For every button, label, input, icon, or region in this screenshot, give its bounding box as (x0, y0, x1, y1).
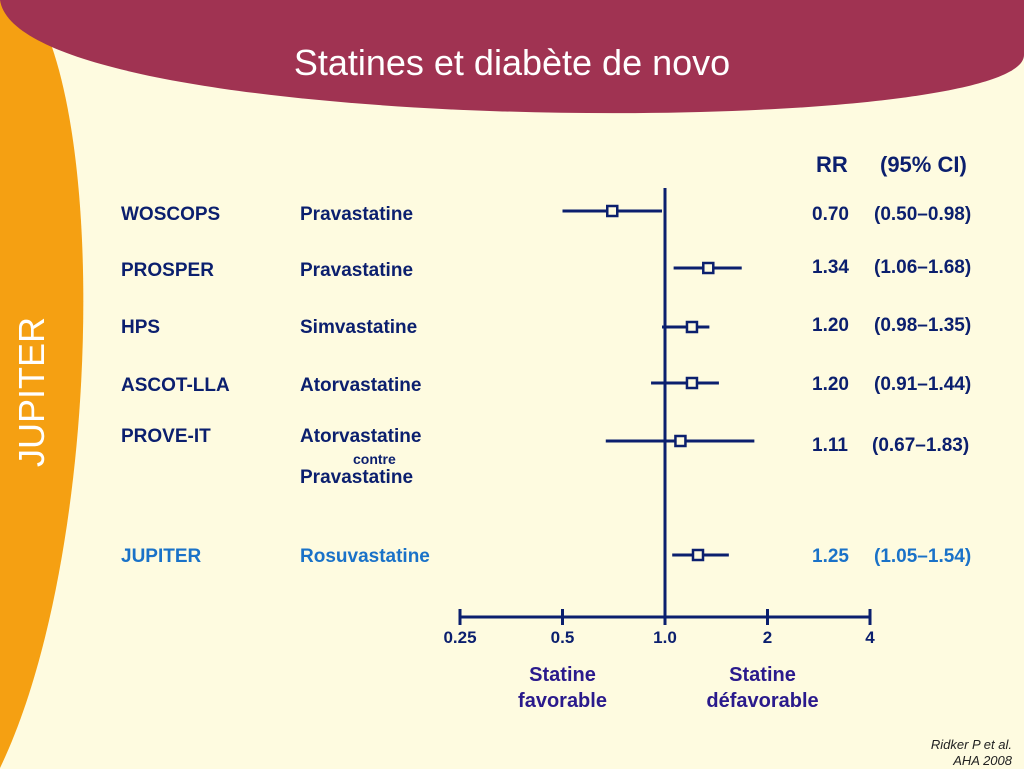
drug-name: Atorvastatine (300, 426, 422, 447)
ci-value: (1.06–1.68) (874, 257, 972, 278)
header-rr: RR (816, 152, 848, 177)
rr-value: 0.70 (812, 204, 849, 225)
drug-name: Simvastatine (300, 317, 418, 338)
zone-label-favorable: Statine favorable (518, 664, 607, 712)
trial-name: ASCOT-LLA (121, 375, 230, 396)
title-banner (0, 0, 1024, 114)
drug-connector: contre (353, 451, 396, 467)
zone-label-unfavorable: Statine défavorable (706, 664, 819, 712)
drug-name: Atorvastatine (300, 375, 422, 396)
x-axis-tick-label: 0.5 (550, 628, 575, 647)
drug-name-2: Pravastatine (300, 467, 414, 488)
ci-value: (0.91–1.44) (874, 374, 972, 395)
x-axis-tick-label: 4 (865, 628, 875, 647)
rr-value: 1.34 (812, 257, 849, 278)
x-axis-tick-label: 2 (762, 628, 773, 647)
x-axis-tick-label: 1.0 (653, 628, 677, 647)
ci-value: (1.05–1.54) (874, 546, 972, 567)
trial-name: PROVE-IT (121, 426, 211, 447)
trial-name: PROSPER (121, 260, 214, 281)
trial-name: HPS (121, 317, 161, 338)
citation-source: AHA 2008 (953, 753, 1012, 768)
rr-value: 1.25 (812, 546, 849, 567)
rr-marker (674, 434, 687, 448)
ci-value: (0.50–0.98) (874, 204, 972, 225)
ci-value: (0.67–1.83) (872, 435, 970, 456)
citation: Ridker P et al. AHA 2008 (931, 737, 1012, 769)
rr-value: 1.20 (812, 374, 849, 395)
rr-marker (606, 204, 619, 218)
header-ci: (95% CI) (880, 152, 967, 177)
citation-authors: Ridker P et al. (930, 737, 1012, 752)
x-axis-tick-label: 0.25 (443, 628, 477, 647)
ci-value: (0.98–1.35) (874, 315, 972, 336)
drug-name: Rosuvastatine (300, 546, 430, 567)
trial-name: JUPITER (121, 546, 202, 567)
trial-name: WOSCOPS (121, 204, 221, 225)
rr-marker (691, 548, 705, 562)
drug-name: Pravastatine (300, 260, 414, 281)
rr-value: 1.20 (812, 315, 849, 336)
drug-name: Pravastatine (300, 204, 414, 225)
rr-marker (685, 320, 699, 334)
side-band (0, 0, 84, 768)
slide-title: Statines et diabète de novo (293, 42, 731, 83)
rr-marker (685, 376, 699, 390)
rr-value: 1.11 (812, 435, 848, 456)
rr-marker (702, 261, 715, 275)
